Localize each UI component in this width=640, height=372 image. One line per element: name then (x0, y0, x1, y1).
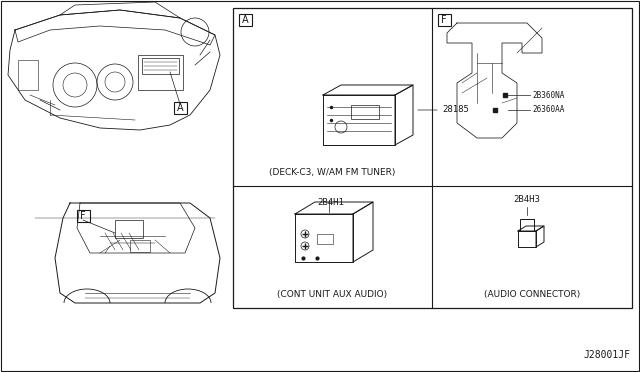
Text: 2B4H3: 2B4H3 (513, 195, 540, 204)
Bar (138, 55, 183, 90)
Text: F: F (441, 15, 447, 25)
Bar (239, 14, 252, 26)
Bar (18, 60, 38, 90)
Bar (77, 210, 90, 222)
Text: A: A (242, 15, 248, 25)
Bar (438, 14, 451, 26)
Text: J28001JF: J28001JF (583, 350, 630, 360)
Text: 2B360NA: 2B360NA (532, 90, 564, 99)
Bar (233, 8, 632, 308)
Text: (CONT UNIT AUX AUDIO): (CONT UNIT AUX AUDIO) (277, 289, 388, 298)
Bar (130, 240, 150, 252)
Bar (115, 220, 143, 238)
Text: 26360AA: 26360AA (532, 106, 564, 115)
Bar (142, 58, 179, 74)
Text: 2B4H1: 2B4H1 (317, 198, 344, 207)
Bar (520, 219, 534, 231)
Bar (351, 105, 379, 119)
Text: A: A (177, 103, 183, 113)
Bar (173, 102, 186, 114)
Text: 28185: 28185 (442, 106, 469, 115)
Text: (DECK-C3, W/AM FM TUNER): (DECK-C3, W/AM FM TUNER) (269, 167, 396, 176)
Text: (AUDIO CONNECTOR): (AUDIO CONNECTOR) (484, 289, 580, 298)
Text: F: F (80, 211, 86, 221)
Bar (317, 234, 333, 244)
